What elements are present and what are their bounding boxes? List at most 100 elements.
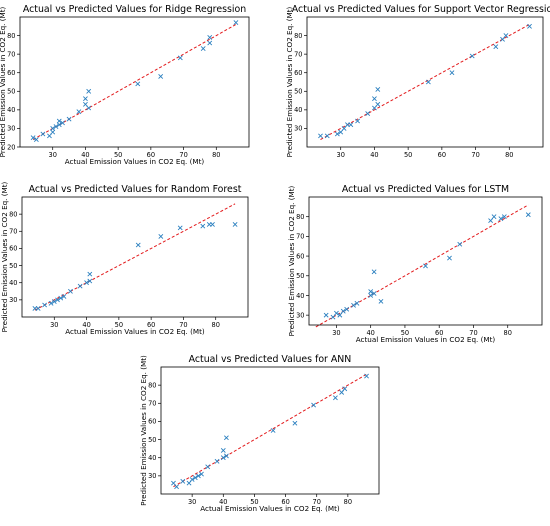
x-tick-label: 60 bbox=[435, 329, 443, 337]
chart-panel-3: Actual vs Predicted Values for Random Fo… bbox=[0, 181, 249, 336]
chart-title: Actual vs Predicted Values for ANN bbox=[189, 354, 352, 365]
data-point bbox=[447, 255, 452, 261]
data-point bbox=[200, 223, 206, 229]
x-tick-label: 80 bbox=[212, 151, 220, 159]
data-point bbox=[354, 300, 360, 306]
data-point bbox=[220, 455, 226, 461]
x-tick-label: 50 bbox=[115, 321, 123, 329]
data-point bbox=[423, 263, 428, 269]
data-point bbox=[233, 20, 239, 25]
y-tick-label: 30 bbox=[9, 296, 17, 304]
y-tick-label: 60 bbox=[9, 245, 17, 253]
data-point bbox=[53, 124, 59, 129]
data-point bbox=[76, 109, 82, 115]
data-point bbox=[371, 269, 377, 275]
y-axis-label: Predicted Emission Values in CO2 Eq. (Mt… bbox=[0, 6, 7, 157]
data-point bbox=[50, 129, 56, 135]
data-point bbox=[378, 298, 384, 304]
chart-panel-4: Actual vs Predicted Values for LSTM 30 40 5… bbox=[287, 184, 543, 344]
data-point bbox=[372, 96, 377, 102]
data-point bbox=[214, 458, 220, 464]
x-tick-label: 30 bbox=[49, 151, 57, 159]
x-tick-label: 50 bbox=[401, 329, 409, 337]
data-point bbox=[210, 222, 215, 227]
x-tick-label: 60 bbox=[281, 498, 289, 506]
data-point bbox=[338, 129, 344, 135]
data-point bbox=[500, 36, 505, 42]
data-point bbox=[525, 212, 531, 218]
x-tick-label: 40 bbox=[82, 321, 90, 329]
reference-line bbox=[315, 204, 529, 328]
data-point bbox=[135, 242, 141, 248]
y-tick-label: 70 bbox=[7, 50, 15, 58]
x-axis-label: Actual Emission Values in CO2 Eq. (Mt) bbox=[200, 504, 340, 513]
data-point bbox=[66, 116, 72, 122]
data-point bbox=[195, 473, 201, 479]
data-point bbox=[292, 420, 298, 426]
data-point bbox=[207, 40, 213, 46]
data-point bbox=[84, 280, 89, 286]
data-point bbox=[375, 87, 381, 92]
data-point bbox=[86, 105, 92, 111]
x-axis-label: Actual Emission Values in CO2 Eq. (Mt) bbox=[65, 327, 205, 336]
data-point bbox=[56, 118, 62, 124]
data-point bbox=[372, 105, 377, 111]
data-point bbox=[223, 453, 229, 459]
y-tick-label: 40 bbox=[7, 106, 15, 114]
y-tick-label: 40 bbox=[294, 106, 302, 114]
x-tick-label: 60 bbox=[147, 151, 155, 159]
reference-line bbox=[320, 23, 530, 141]
data-point bbox=[457, 241, 463, 247]
data-point bbox=[527, 23, 532, 29]
x-axis-label: Actual Emission Values in CO2 Eq. (Mt) bbox=[65, 157, 205, 166]
data-point bbox=[174, 484, 179, 490]
chart-title: Actual vs Predicted Values for Ridge Reg… bbox=[23, 4, 246, 15]
y-tick-label: 50 bbox=[296, 272, 304, 280]
x-tick-label: 30 bbox=[50, 321, 58, 329]
data-point bbox=[341, 126, 347, 131]
data-point bbox=[498, 216, 504, 222]
y-tick-label: 50 bbox=[294, 88, 302, 96]
y-tick-label: 60 bbox=[296, 252, 304, 260]
data-point bbox=[223, 435, 229, 441]
x-tick-label: 30 bbox=[332, 329, 340, 337]
data-point bbox=[220, 448, 226, 453]
data-point bbox=[33, 137, 39, 142]
y-tick-label: 40 bbox=[148, 454, 156, 462]
x-tick-label: 70 bbox=[469, 329, 477, 337]
data-point bbox=[68, 288, 73, 294]
data-point bbox=[425, 79, 431, 85]
data-point bbox=[491, 214, 497, 220]
data-point bbox=[334, 131, 340, 137]
y-axis-label: Predicted Emission Values in CO2 Eq. (Mt… bbox=[287, 185, 296, 336]
axes-frame bbox=[19, 16, 250, 148]
y-tick-label: 60 bbox=[148, 418, 156, 426]
y-tick-label: 50 bbox=[9, 262, 17, 270]
data-point bbox=[318, 133, 323, 139]
data-point bbox=[61, 294, 67, 299]
data-point bbox=[86, 88, 92, 94]
y-tick-label: 30 bbox=[7, 125, 15, 133]
data-point bbox=[449, 70, 455, 76]
y-tick-label: 80 bbox=[296, 213, 304, 221]
x-tick-label: 80 bbox=[504, 329, 512, 337]
x-tick-label: 30 bbox=[337, 151, 345, 159]
reference-line bbox=[32, 23, 237, 141]
x-tick-label: 50 bbox=[250, 498, 258, 506]
data-point bbox=[340, 308, 346, 314]
x-tick-label: 70 bbox=[179, 321, 187, 329]
data-point bbox=[493, 44, 499, 50]
chart-panel-1: Actual vs Predicted Values for Ridge Reg… bbox=[0, 4, 250, 166]
data-point bbox=[87, 278, 93, 284]
y-tick-label: 50 bbox=[7, 88, 15, 96]
x-tick-label: 30 bbox=[188, 498, 196, 506]
data-point bbox=[368, 289, 374, 294]
data-point bbox=[60, 120, 65, 126]
x-tick-label: 50 bbox=[114, 151, 122, 159]
data-point bbox=[30, 135, 36, 141]
y-tick-label: 80 bbox=[148, 381, 156, 389]
y-tick-label: 80 bbox=[7, 32, 15, 40]
chart-title: Actual vs Predicted Values for Support V… bbox=[292, 4, 550, 15]
y-tick-label: 70 bbox=[148, 400, 156, 408]
data-point bbox=[337, 312, 343, 318]
